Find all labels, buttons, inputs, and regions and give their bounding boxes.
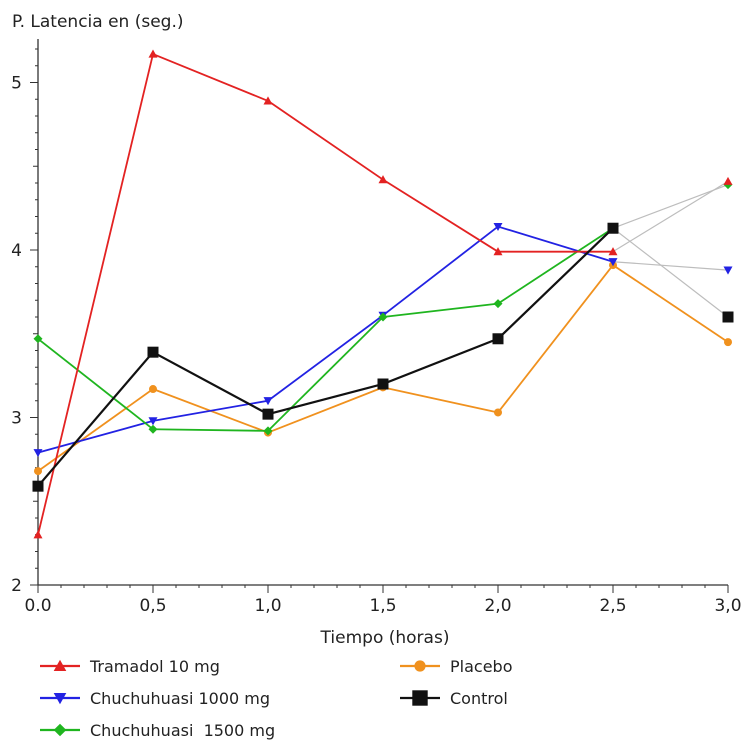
series-line-segment: [267, 100, 384, 181]
legend-label-chuchuhuasi-1000: Chuchuhuasi 1000 mg: [90, 688, 271, 708]
data-point: [148, 424, 158, 434]
series-line-segment: [37, 338, 154, 430]
data-point: [147, 346, 159, 358]
series-line-segment: [612, 261, 729, 271]
series-line-segment: [497, 227, 614, 340]
data-point: [722, 311, 734, 323]
data-point: [378, 312, 388, 322]
series-line-segment: [497, 227, 614, 305]
data-point: [378, 175, 388, 184]
data-point: [263, 397, 273, 406]
legend-label-chuchuhuasi-1500: Chuchuhuasi 1500 mg: [90, 720, 276, 740]
series-line-segment: [37, 351, 154, 487]
series-line-segment: [497, 225, 614, 263]
legend-swatch-marker: [414, 660, 426, 672]
x-tick-label: 3,0: [714, 596, 741, 616]
data-point: [723, 176, 733, 185]
series-0: [33, 49, 733, 539]
series-line-segment: [382, 178, 499, 253]
x-tick-label: 1,0: [254, 596, 281, 616]
data-point: [148, 417, 158, 426]
series-line-segment: [152, 351, 269, 416]
legend-swatch-tramadol: [40, 659, 80, 672]
data-point: [262, 408, 274, 420]
data-point: [34, 467, 42, 476]
legend-item-chuchuhuasi-1000: Chuchuhuasi 1000 mg: [38, 688, 270, 708]
legend-swatch-marker: [412, 690, 428, 706]
series-line-segment: [152, 53, 269, 102]
series-line-segment: [612, 180, 729, 253]
legend-swatch-control: [400, 690, 440, 706]
x-tick-label: 0.0: [24, 596, 51, 616]
data-point: [608, 258, 618, 267]
legend-swatch-placebo: [400, 660, 440, 672]
legend-item-chuchuhuasi-1500: Chuchuhuasi 1500 mg: [38, 720, 275, 740]
series-2: [33, 180, 733, 436]
data-point: [148, 49, 158, 58]
data-point: [492, 333, 504, 345]
series-line-segment: [267, 382, 384, 416]
series-line-segment: [267, 316, 384, 432]
x-tick-label: 0,5: [139, 596, 166, 616]
legend-item-tramadol: Tramadol 10 mg: [38, 656, 220, 676]
x-tick-label: 2,0: [484, 596, 511, 616]
series-line-segment: [267, 386, 384, 434]
y-tick-label: 4: [11, 241, 22, 261]
series-line-segment: [612, 227, 729, 318]
legend-label-placebo: Placebo: [450, 656, 513, 676]
series-line-segment: [37, 53, 154, 535]
data-point: [33, 334, 43, 344]
plot-area: [32, 49, 734, 539]
y-tick-label: 5: [11, 74, 22, 94]
series-line-segment: [612, 184, 729, 229]
legend-swatch-marker: [53, 659, 67, 672]
data-point: [494, 408, 502, 417]
series-line-segment: [612, 264, 729, 343]
series-1: [33, 222, 733, 458]
data-point: [493, 222, 503, 232]
series-line-segment: [382, 337, 499, 386]
x-tick-label: 2,5: [599, 596, 626, 616]
data-point: [149, 385, 157, 394]
legend-item-placebo: Placebo: [398, 656, 512, 676]
axes: 2 3 4 5 0.0 0,5 1,0 1,5 2,0 2,5 3,0: [11, 39, 742, 616]
series-line-segment: [382, 386, 499, 414]
legend-swatch-chuchuhuasi-1500: [40, 723, 80, 737]
data-point: [32, 480, 44, 492]
series-line-segment: [382, 302, 499, 318]
x-axis-label: Tiempo (horas): [320, 628, 450, 648]
series-4: [32, 222, 734, 492]
data-point: [33, 449, 43, 458]
legend-label-control: Control: [450, 688, 508, 708]
y-axis-label: P. Latencia en (seg.): [12, 12, 184, 32]
x-tick-label: 1,5: [369, 596, 396, 616]
series-line-segment: [37, 419, 154, 454]
series-line-segment: [152, 428, 269, 432]
data-point: [263, 96, 273, 105]
legend-label-tramadol: Tramadol 10 mg: [90, 656, 220, 676]
data-point: [377, 378, 389, 390]
data-point: [33, 530, 43, 539]
data-point: [493, 299, 503, 309]
data-point: [607, 222, 619, 234]
y-tick-label: 3: [11, 409, 22, 429]
legend-swatch-chuchuhuasi-1000: [40, 692, 80, 705]
data-point: [493, 247, 503, 256]
legend-swatch-marker: [53, 692, 67, 705]
series-line-segment: [382, 225, 499, 317]
data-point: [723, 266, 733, 275]
y-tick-label: 2: [11, 576, 22, 596]
legend-item-control: Control: [398, 688, 508, 708]
series-line-segment: [497, 264, 614, 414]
data-point: [608, 247, 618, 256]
series-line-segment: [267, 314, 384, 402]
data-point: [263, 426, 273, 436]
legend-swatch-marker: [53, 723, 67, 737]
data-point: [724, 338, 732, 347]
